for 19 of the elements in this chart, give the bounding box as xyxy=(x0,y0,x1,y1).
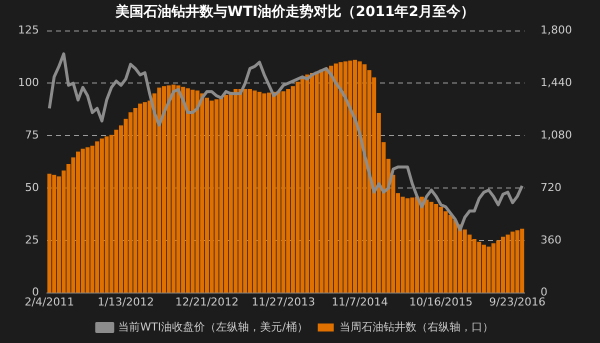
chart-title: 美国石油钻井数与WTI油价走势对比（2011年2月至今） xyxy=(114,3,474,20)
legend-label: 当前WTI油收盘价（左纵轴，美元/桶） xyxy=(118,320,308,334)
x-tick-label: 12/21/2012 xyxy=(175,295,239,308)
y2-tick-label: 720 xyxy=(540,180,562,194)
x-tick-label: 11/27/2013 xyxy=(252,295,316,308)
x-tick-label: 9/23/2016 xyxy=(489,295,546,308)
y-tick-label: 125 xyxy=(18,24,39,37)
x-tick-label: 11/7/2014 xyxy=(332,295,388,308)
y2-tick-label: 360 xyxy=(540,233,562,246)
legend-label: 当周石油钻井数（右纵轴，口） xyxy=(339,320,494,334)
y2-tick-label: 1,800 xyxy=(540,24,572,37)
y-tick-label: 100 xyxy=(18,76,39,90)
y2-tick-label: 1,080 xyxy=(540,128,572,142)
y-tick-label: 25 xyxy=(24,233,39,246)
x-tick-label: 10/16/2015 xyxy=(409,295,473,308)
y-tick-label: 50 xyxy=(24,180,39,194)
x-tick-label: 1/13/2012 xyxy=(98,295,154,308)
y2-tick-label: 1,440 xyxy=(540,76,572,90)
y-tick-label: 75 xyxy=(24,128,39,142)
